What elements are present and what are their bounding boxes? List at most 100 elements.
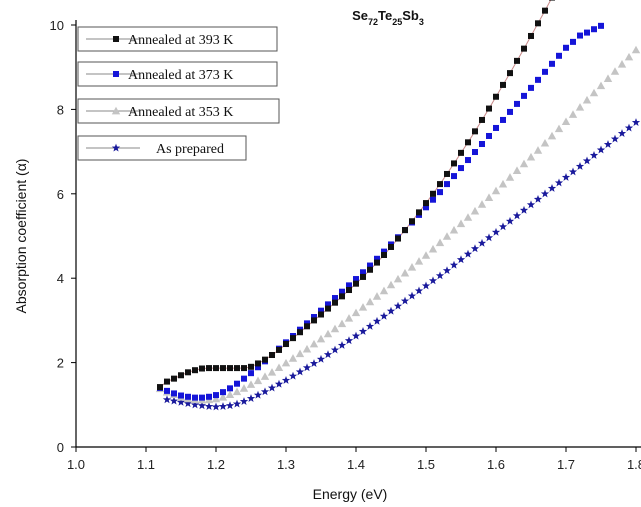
data-point bbox=[323, 329, 333, 338]
data-point bbox=[414, 257, 424, 265]
data-point bbox=[575, 103, 585, 111]
data-point bbox=[323, 350, 333, 359]
data-point bbox=[220, 389, 226, 396]
data-point bbox=[241, 375, 247, 382]
data-point bbox=[367, 262, 373, 269]
data-point bbox=[437, 189, 443, 196]
data-point bbox=[542, 68, 548, 75]
data-point bbox=[234, 365, 240, 372]
data-point bbox=[344, 314, 354, 322]
data-point bbox=[486, 105, 492, 112]
data-point bbox=[325, 301, 331, 308]
data-point bbox=[624, 52, 634, 61]
series-3-markers bbox=[162, 118, 641, 411]
data-point bbox=[563, 44, 569, 51]
data-point bbox=[421, 251, 431, 259]
data-point bbox=[162, 395, 172, 404]
data-point bbox=[484, 193, 494, 201]
legend-item: As prepared bbox=[77, 135, 247, 161]
data-point bbox=[458, 149, 464, 156]
data-point bbox=[561, 172, 571, 181]
data-point bbox=[512, 166, 522, 174]
x-tick-label: 1.2 bbox=[207, 457, 225, 472]
data-point bbox=[407, 291, 417, 300]
data-point bbox=[479, 141, 485, 148]
data-point bbox=[344, 336, 354, 345]
data-point bbox=[521, 45, 527, 52]
data-point bbox=[211, 394, 221, 403]
data-point bbox=[526, 200, 536, 209]
x-tick-label: 1.8 bbox=[627, 457, 641, 472]
data-point bbox=[171, 390, 177, 397]
data-point bbox=[514, 100, 520, 107]
data-point bbox=[283, 341, 289, 348]
y-tick-label: 6 bbox=[57, 187, 64, 202]
data-point bbox=[269, 352, 275, 359]
data-point bbox=[493, 124, 499, 131]
data-point bbox=[276, 346, 282, 353]
data-point bbox=[465, 139, 471, 146]
data-point bbox=[603, 140, 613, 148]
data-point bbox=[318, 307, 324, 314]
data-point bbox=[472, 128, 478, 135]
data-point bbox=[220, 365, 226, 372]
data-point bbox=[239, 384, 249, 392]
data-point bbox=[164, 387, 170, 394]
data-point bbox=[288, 354, 298, 362]
data-point bbox=[449, 225, 459, 234]
data-point bbox=[346, 282, 352, 289]
data-point bbox=[514, 57, 520, 64]
data-point bbox=[472, 149, 478, 156]
legend-label: Annealed at 353 K bbox=[128, 105, 233, 120]
data-point bbox=[477, 238, 487, 247]
data-point bbox=[610, 134, 620, 143]
y-tick-label: 2 bbox=[57, 356, 64, 371]
series-2-markers bbox=[155, 45, 641, 404]
data-point bbox=[421, 281, 431, 290]
data-point bbox=[540, 138, 550, 147]
data-point bbox=[528, 84, 534, 91]
x-tick-label: 1.3 bbox=[277, 457, 295, 472]
data-point bbox=[444, 170, 450, 177]
data-point bbox=[547, 183, 557, 192]
data-point bbox=[353, 280, 359, 287]
data-point bbox=[556, 52, 562, 59]
legend-label: Annealed at 393 K bbox=[128, 33, 233, 48]
legend-marker bbox=[111, 143, 121, 152]
data-point bbox=[239, 397, 249, 405]
data-point bbox=[444, 181, 450, 188]
legend-marker bbox=[113, 36, 119, 42]
data-point bbox=[423, 200, 429, 207]
data-point bbox=[253, 376, 263, 385]
data-point bbox=[318, 311, 324, 318]
data-point bbox=[533, 146, 543, 154]
legend-marker bbox=[113, 71, 119, 77]
data-point bbox=[470, 244, 480, 253]
data-point bbox=[185, 369, 191, 376]
data-point bbox=[232, 399, 242, 408]
data-point bbox=[304, 323, 310, 330]
data-point bbox=[183, 399, 193, 408]
data-point bbox=[561, 117, 571, 125]
y-ticks: 0 2 4 6 8 10 bbox=[50, 18, 76, 455]
x-tick-label: 1.0 bbox=[67, 457, 85, 472]
x-tick-label: 1.5 bbox=[417, 457, 435, 472]
data-point bbox=[218, 393, 228, 401]
data-point bbox=[381, 248, 387, 255]
data-point bbox=[337, 319, 347, 328]
data-point bbox=[414, 286, 424, 295]
data-point bbox=[164, 378, 170, 385]
data-point bbox=[332, 295, 338, 302]
data-point bbox=[337, 340, 347, 349]
data-point bbox=[416, 209, 422, 216]
y-tick-label: 10 bbox=[50, 18, 64, 33]
data-point bbox=[311, 314, 317, 321]
data-point bbox=[437, 181, 443, 188]
data-point bbox=[365, 321, 375, 330]
data-point bbox=[330, 345, 340, 354]
legend-item: Annealed at 353 K bbox=[77, 98, 280, 124]
data-point bbox=[428, 244, 438, 253]
data-point bbox=[206, 365, 212, 372]
data-point bbox=[521, 92, 527, 99]
data-point bbox=[281, 358, 291, 367]
